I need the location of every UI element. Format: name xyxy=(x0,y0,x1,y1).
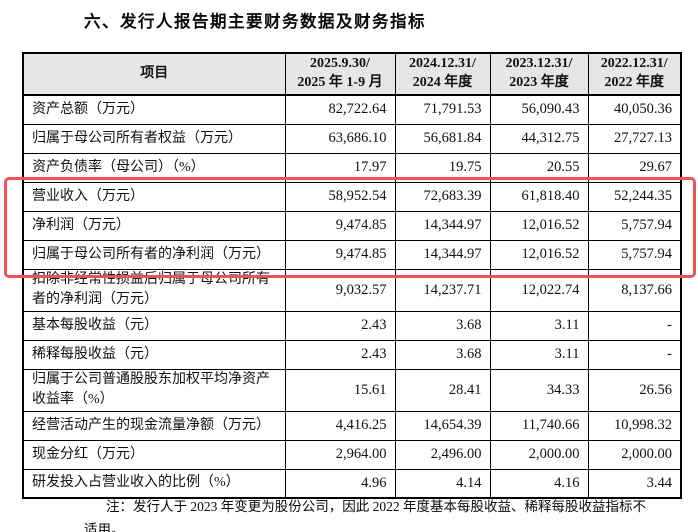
table-row-basic-eps: 基本每股收益（元） 2.43 3.68 3.11 - xyxy=(22,310,682,341)
value-cell: 3.44 xyxy=(587,468,682,499)
table-row-net-profit-deducted: 扣除非经常性损益后归属于母公司所有者的净利润（万元） 9,032.57 14,2… xyxy=(22,268,682,312)
table-row-rd-ratio: 研发投入占营业收入的比例（%） 4.96 4.14 4.16 3.44 xyxy=(22,468,682,499)
table-row-debt-ratio: 资产负债率（母公司）（%） 17.97 19.75 20.55 29.67 xyxy=(22,152,682,183)
value-cell: 4.16 xyxy=(489,468,589,499)
value-cell: 10,998.32 xyxy=(587,410,682,441)
value-cell: 61,818.40 xyxy=(489,181,589,212)
value-cell: 5,757.94 xyxy=(587,210,682,241)
value-cell: 11,740.66 xyxy=(489,410,589,441)
value-cell: 17.97 xyxy=(284,152,396,183)
value-cell: 3.11 xyxy=(489,339,589,370)
row-label: 经营活动产生的现金流量净额（万元） xyxy=(22,410,286,441)
value-cell: 4.96 xyxy=(284,468,396,499)
value-cell: 14,654.39 xyxy=(394,410,491,441)
value-cell: 82,722.64 xyxy=(284,94,396,125)
table-row-operating-cashflow: 经营活动产生的现金流量净额（万元） 4,416.25 14,654.39 11,… xyxy=(22,410,682,441)
row-label: 资产负债率（母公司）（%） xyxy=(22,152,286,183)
value-cell: 2.43 xyxy=(284,310,396,341)
footnote: 注：发行人于 2023 年变更为股份公司，因此 2022 年度基本每股收益、稀释… xyxy=(84,499,646,532)
row-label: 归属于公司普通股股东加权平均净资产收益率（%） xyxy=(22,368,286,412)
row-label: 研发投入占营业收入的比例（%） xyxy=(22,468,286,499)
value-cell: 72,683.39 xyxy=(394,181,491,212)
header-cell-period-2025: 2025.9.30/ 2025 年 1-9 月 xyxy=(284,52,396,96)
row-label: 现金分红（万元） xyxy=(22,439,286,470)
value-cell: 12,016.52 xyxy=(489,210,589,241)
row-label: 扣除非经常性损益后归属于母公司所有者的净利润（万元） xyxy=(22,268,286,312)
value-cell: 3.11 xyxy=(489,310,589,341)
value-cell: 26.56 xyxy=(587,368,682,412)
row-label: 营业收入（万元） xyxy=(22,181,286,212)
value-cell: 3.68 xyxy=(394,310,491,341)
value-cell: 29.67 xyxy=(587,152,682,183)
value-cell: - xyxy=(587,339,682,370)
value-cell: 14,344.97 xyxy=(394,239,491,270)
row-label: 资产总额（万元） xyxy=(22,94,286,125)
value-cell: 8,137.66 xyxy=(587,268,682,312)
table-row-weighted-roe: 归属于公司普通股股东加权平均净资产收益率（%） 15.61 28.41 34.3… xyxy=(22,368,682,412)
value-cell: 44,312.75 xyxy=(489,123,589,154)
table-row-parent-equity: 归属于母公司所有者权益（万元） 63,686.10 56,681.84 44,3… xyxy=(22,123,682,154)
header-cell-period-2023: 2023.12.31/ 2023 年度 xyxy=(489,52,589,96)
value-cell: 2.43 xyxy=(284,339,396,370)
table-row-total-assets: 资产总额（万元） 82,722.64 71,791.53 56,090.43 4… xyxy=(22,94,682,125)
financial-data-table: 项目 2025.9.30/ 2025 年 1-9 月 2024.12.31/ 2… xyxy=(22,52,682,499)
row-label: 归属于母公司所有者权益（万元） xyxy=(22,123,286,154)
value-cell: 56,090.43 xyxy=(489,94,589,125)
header-line1: 2023.12.31/ xyxy=(505,56,573,72)
row-label: 稀释每股收益（元） xyxy=(22,339,286,370)
row-label: 净利润（万元） xyxy=(22,210,286,241)
table-row-revenue: 营业收入（万元） 58,952.54 72,683.39 61,818.40 5… xyxy=(22,181,682,212)
value-cell: 2,964.00 xyxy=(284,439,396,470)
value-cell: 4,416.25 xyxy=(284,410,396,441)
value-cell: 58,952.54 xyxy=(284,181,396,212)
value-cell: 2,000.00 xyxy=(489,439,589,470)
value-cell: 40,050.36 xyxy=(587,94,682,125)
header-line1: 项目 xyxy=(140,65,169,81)
value-cell: 56,681.84 xyxy=(394,123,491,154)
header-line2: 2023 年度 xyxy=(509,75,569,90)
row-label: 归属于母公司所有者的净利润（万元） xyxy=(22,239,286,270)
value-cell: 19.75 xyxy=(394,152,491,183)
page-title: 六、发行人报告期主要财务数据及财务指标 xyxy=(84,13,426,31)
value-cell: 14,237.71 xyxy=(394,268,491,312)
table-row-diluted-eps: 稀释每股收益（元） 2.43 3.68 3.11 - xyxy=(22,339,682,370)
header-cell-period-2022: 2022.12.31/ 2022 年度 xyxy=(587,52,682,96)
value-cell: 63,686.10 xyxy=(284,123,396,154)
value-cell: 52,244.35 xyxy=(587,181,682,212)
value-cell: 9,474.85 xyxy=(284,239,396,270)
table-row-net-profit: 净利润（万元） 9,474.85 14,344.97 12,016.52 5,7… xyxy=(22,210,682,241)
table-header-row: 项目 2025.9.30/ 2025 年 1-9 月 2024.12.31/ 2… xyxy=(22,52,682,96)
header-line2: 2024 年度 xyxy=(412,75,473,90)
header-line2: 2025 年 1-9 月 xyxy=(297,75,383,90)
value-cell: 15.61 xyxy=(284,368,396,412)
value-cell: 20.55 xyxy=(489,152,589,183)
value-cell: 2,000.00 xyxy=(587,439,682,470)
header-cell-item: 项目 xyxy=(22,52,286,96)
value-cell: 2,496.00 xyxy=(394,439,491,470)
value-cell: 12,016.52 xyxy=(489,239,589,270)
table-row-cash-dividend: 现金分红（万元） 2,964.00 2,496.00 2,000.00 2,00… xyxy=(22,439,682,470)
header-line1: 2024.12.31/ xyxy=(409,56,476,72)
header-line1: 2025.9.30/ xyxy=(310,56,370,72)
header-line2: 2022 年度 xyxy=(604,75,665,90)
value-cell: 27,727.13 xyxy=(587,123,682,154)
value-cell: 4.14 xyxy=(394,468,491,499)
value-cell: 71,791.53 xyxy=(394,94,491,125)
value-cell: - xyxy=(587,310,682,341)
value-cell: 9,474.85 xyxy=(284,210,396,241)
value-cell: 3.68 xyxy=(394,339,491,370)
value-cell: 14,344.97 xyxy=(394,210,491,241)
value-cell: 34.33 xyxy=(489,368,589,412)
header-cell-period-2024: 2024.12.31/ 2024 年度 xyxy=(394,52,491,96)
value-cell: 28.41 xyxy=(394,368,491,412)
value-cell: 9,032.57 xyxy=(284,268,396,312)
row-label: 基本每股收益（元） xyxy=(22,310,286,341)
value-cell: 5,757.94 xyxy=(587,239,682,270)
value-cell: 12,022.74 xyxy=(489,268,589,312)
table-row-net-profit-parent: 归属于母公司所有者的净利润（万元） 9,474.85 14,344.97 12,… xyxy=(22,239,682,270)
header-line1: 2022.12.31/ xyxy=(600,56,668,72)
